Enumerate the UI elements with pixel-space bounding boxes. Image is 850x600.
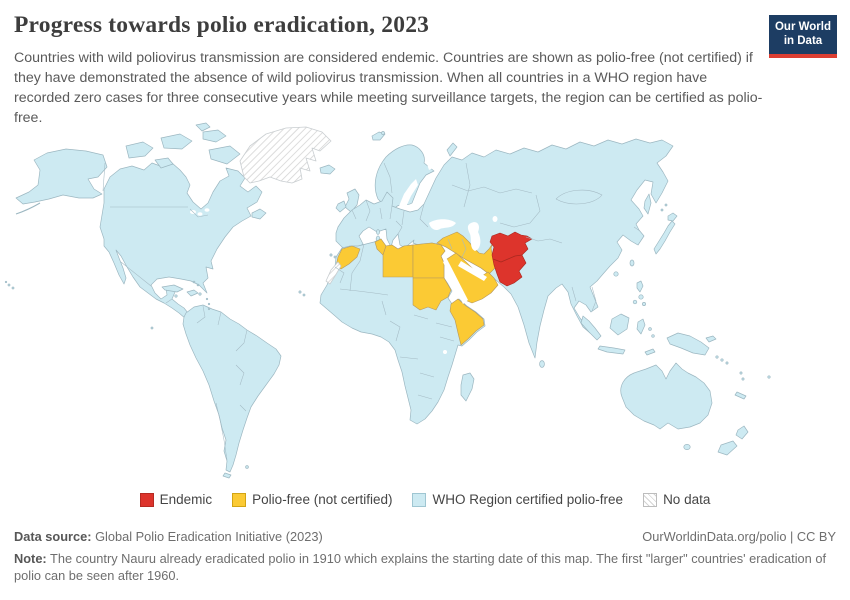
data-source-value: Global Polio Eradication Initiative (202… [95,529,323,544]
legend-item-polio-free[interactable]: Polio-free (not certified) [232,492,392,507]
owid-logo-line1: Our World [774,21,831,33]
country-somalia [449,298,485,346]
owid-logo[interactable]: Our World in Data [769,15,837,58]
legend-label: Endemic [159,492,213,507]
legend-label: WHO Region certified polio-free [432,492,624,507]
legend-item-endemic[interactable]: Endemic [139,492,213,507]
country-western-sahara [325,261,342,285]
country-madagascar [460,372,475,402]
country-sudan [412,277,452,311]
country-australia [620,362,713,430]
country-north-america [99,162,263,323]
country-libya [382,244,414,278]
country-morocco [335,245,361,270]
data-source-label: Data source: [14,529,92,544]
world-choropleth-map[interactable] [0,115,850,487]
owid-logo-line2: in Data [783,34,823,47]
footnote: Note: The country Nauru already eradicat… [14,551,836,585]
legend-item-who-certified[interactable]: WHO Region certified polio-free [412,492,623,507]
footer: Data source: Global Polio Eradication In… [14,529,836,585]
inland-seas [190,162,498,354]
legend-label: Polio-free (not certified) [252,492,393,507]
map-region-no-data[interactable] [239,126,342,285]
map-legend: Endemic Polio-free (not certified) WHO R… [0,492,850,507]
footnote-label: Note: [14,551,47,566]
country-egypt [412,242,446,279]
legend-swatch-no-data [643,492,658,507]
country-new-zealand [735,425,749,440]
country-japan [653,220,676,255]
map-region-certified[interactable] [4,122,771,479]
chart-subtitle: Countries with wild poliovirus transmiss… [14,50,763,127]
header: Progress towards polio eradication, 2023… [0,0,850,129]
legend-item-no-data[interactable]: No data [643,492,710,507]
country-borders [102,162,641,461]
legend-label: No data [663,492,711,507]
country-afghanistan-pakistan [489,231,533,287]
country-greenland [239,126,332,184]
map-region-endemic[interactable] [489,231,533,287]
footnote-text: The country Nauru already eradicated pol… [14,551,827,583]
legend-swatch-polio-free [232,492,247,507]
country-new-guinea [666,332,710,356]
data-source: Data source: Global Polio Eradication In… [14,529,323,544]
legend-swatch-who-certified [412,492,427,507]
page-title: Progress towards polio eradication, 2023 [14,12,430,38]
country-south-america [182,304,282,473]
country-alaska [15,148,108,205]
owid-link[interactable]: OurWorldinData.org/polio | CC BY [642,529,836,544]
legend-swatch-endemic [139,492,154,507]
